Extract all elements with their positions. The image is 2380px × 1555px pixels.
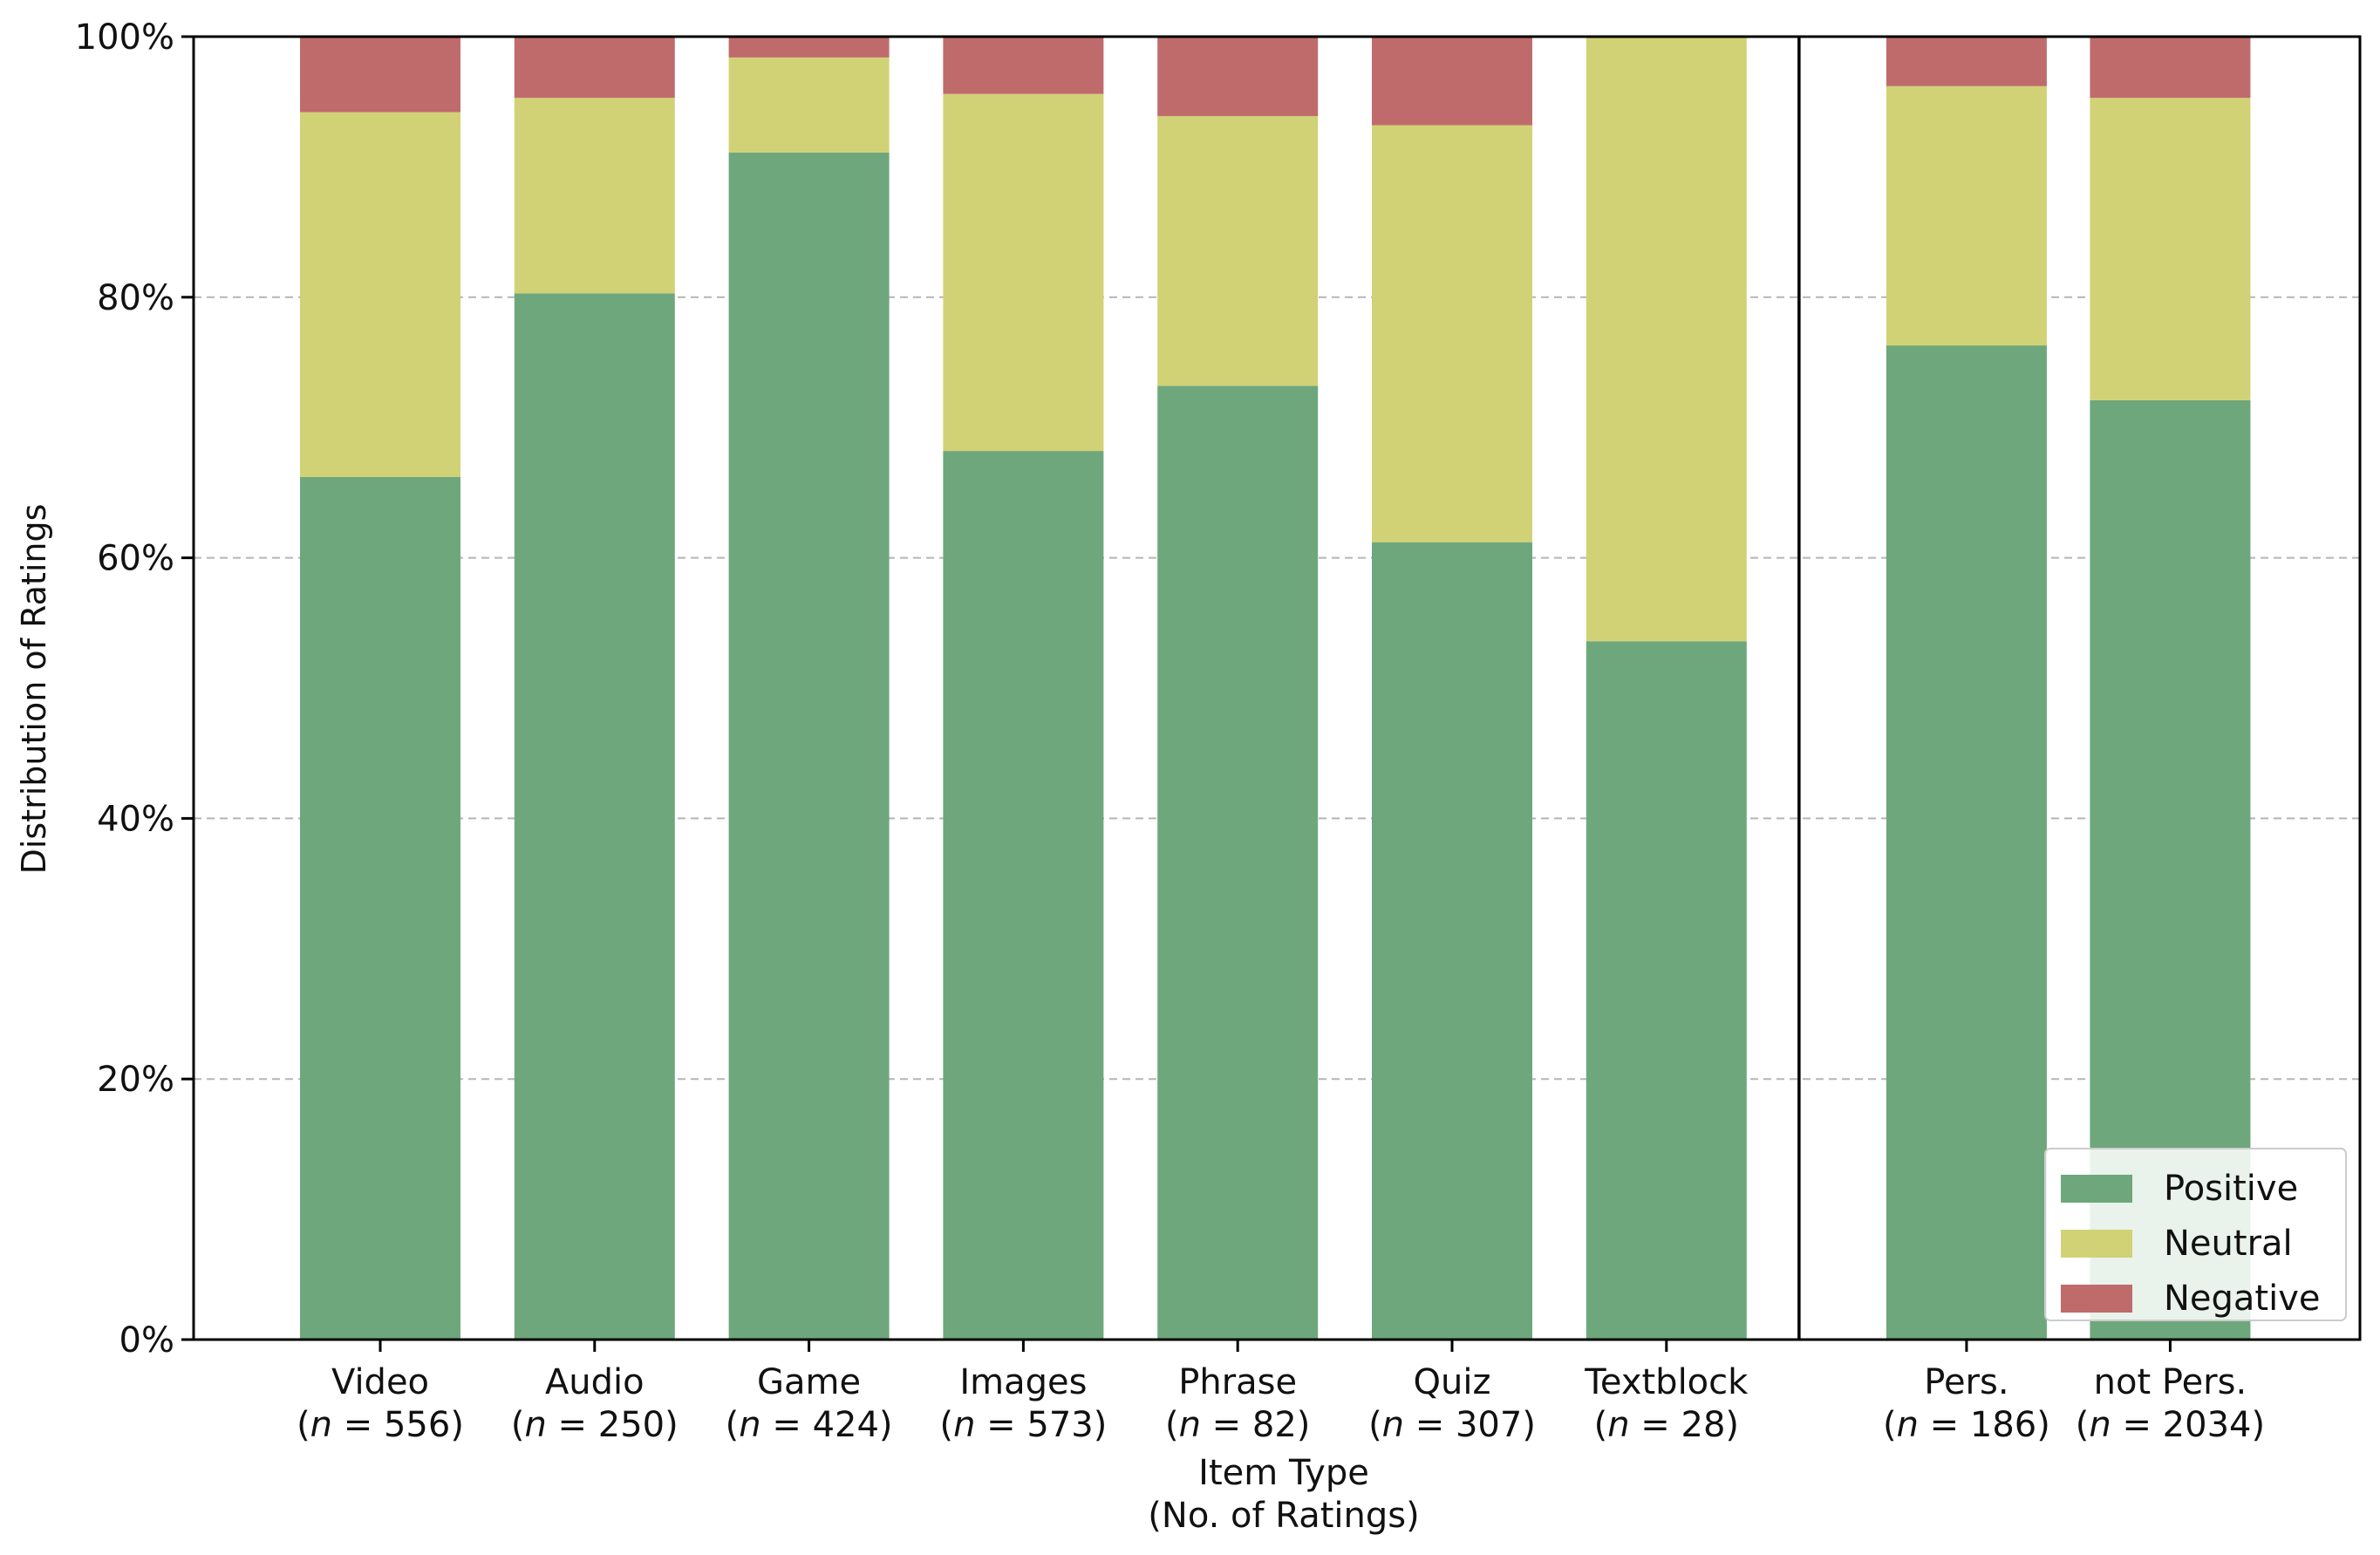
bar-segment-neutral (943, 93, 1104, 452)
x-tick-label: Pers. (1924, 1362, 2008, 1402)
bar-segment-neutral (1886, 85, 2047, 346)
bar-segment-positive (1586, 641, 1747, 1340)
x-tick-count-label: (n = 28) (1594, 1405, 1739, 1445)
x-axis-label: Item Type (1198, 1453, 1369, 1493)
x-tick-label: Textblock (1584, 1362, 1749, 1402)
y-tick-label: 60% (97, 539, 174, 579)
bar-segment-negative (943, 37, 1104, 94)
bar-segment-positive (1886, 345, 2047, 1340)
bars-layer (300, 37, 2251, 1340)
bar-segment-negative (2090, 37, 2251, 99)
bar-segment-positive (943, 451, 1104, 1340)
bar-segment-positive (514, 293, 675, 1340)
bar-segment-neutral (1157, 116, 1319, 386)
y-tick-label: 80% (97, 278, 174, 318)
ticks-layer: 0%20%40%60%80%100%Video(n = 556)Audio(n … (75, 17, 2265, 1445)
bar-segment-positive (1157, 385, 1319, 1340)
y-tick-label: 100% (75, 17, 174, 58)
x-tick-count-label: (n = 424) (726, 1405, 893, 1445)
x-tick-label: Images (959, 1362, 1087, 1402)
bar-segment-neutral (728, 57, 890, 153)
bar-segment-neutral (1586, 37, 1747, 642)
bar-segment-positive (1372, 542, 1532, 1340)
y-tick-label: 40% (97, 799, 174, 839)
legend-label-negative: Negative (2164, 1279, 2321, 1319)
x-tick-label: Game (757, 1362, 861, 1402)
bar-segment-negative (300, 37, 460, 113)
y-tick-label: 20% (97, 1060, 174, 1100)
y-tick-label: 0% (119, 1320, 174, 1361)
x-tick-count-label: (n = 2034) (2076, 1405, 2265, 1445)
bar-segment-neutral (300, 112, 460, 477)
bar-segment-neutral (2090, 98, 2251, 400)
legend-swatch-neutral (2061, 1230, 2132, 1258)
legend-swatch-negative (2061, 1285, 2132, 1313)
x-tick-count-label: (n = 573) (939, 1405, 1107, 1445)
x-tick-label: Quiz (1414, 1362, 1491, 1402)
bar-segment-negative (514, 37, 675, 99)
legend-label-neutral: Neutral (2164, 1224, 2293, 1264)
x-axis-sublabel: (No. of Ratings) (1148, 1496, 1419, 1536)
labels-layer: Distribution of Ratings Item Type (No. o… (15, 504, 1420, 1536)
legend: Positive Neutral Negative (2044, 1148, 2347, 1321)
legend-label-positive: Positive (2164, 1169, 2298, 1209)
x-tick-count-label: (n = 307) (1368, 1405, 1536, 1445)
x-tick-count-label: (n = 82) (1165, 1405, 1310, 1445)
bar-segment-positive (728, 152, 890, 1340)
bar-segment-negative (1157, 37, 1319, 117)
x-tick-count-label: (n = 556) (297, 1405, 464, 1445)
x-tick-label: Phrase (1178, 1362, 1297, 1402)
x-tick-label: Video (331, 1362, 429, 1402)
x-tick-label: Audio (545, 1362, 644, 1402)
x-tick-count-label: (n = 250) (511, 1405, 679, 1445)
bar-segment-positive (300, 476, 460, 1340)
bar-segment-neutral (1372, 125, 1532, 542)
x-tick-label: not Pers. (2094, 1362, 2247, 1402)
plot-frame (192, 35, 2362, 1341)
x-tick-count-label: (n = 186) (1883, 1405, 2050, 1445)
bar-segment-negative (1886, 37, 2047, 86)
y-axis-label: Distribution of Ratings (15, 504, 53, 875)
bar-segment-neutral (514, 98, 675, 294)
axes-layer (192, 35, 2362, 1341)
legend-swatch-positive (2061, 1175, 2132, 1203)
bar-segment-negative (1372, 37, 1532, 126)
bar-segment-negative (728, 37, 890, 58)
